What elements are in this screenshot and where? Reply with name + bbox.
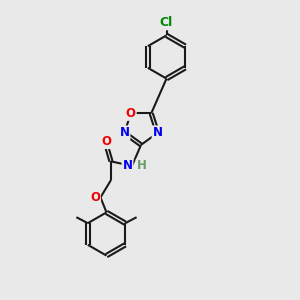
Text: Cl: Cl [160,16,173,29]
Text: H: H [137,159,146,172]
Text: O: O [101,135,112,148]
Text: N: N [152,126,163,140]
Text: O: O [90,191,100,204]
Text: N: N [119,126,130,140]
Text: N: N [122,159,133,172]
Text: O: O [126,107,136,120]
